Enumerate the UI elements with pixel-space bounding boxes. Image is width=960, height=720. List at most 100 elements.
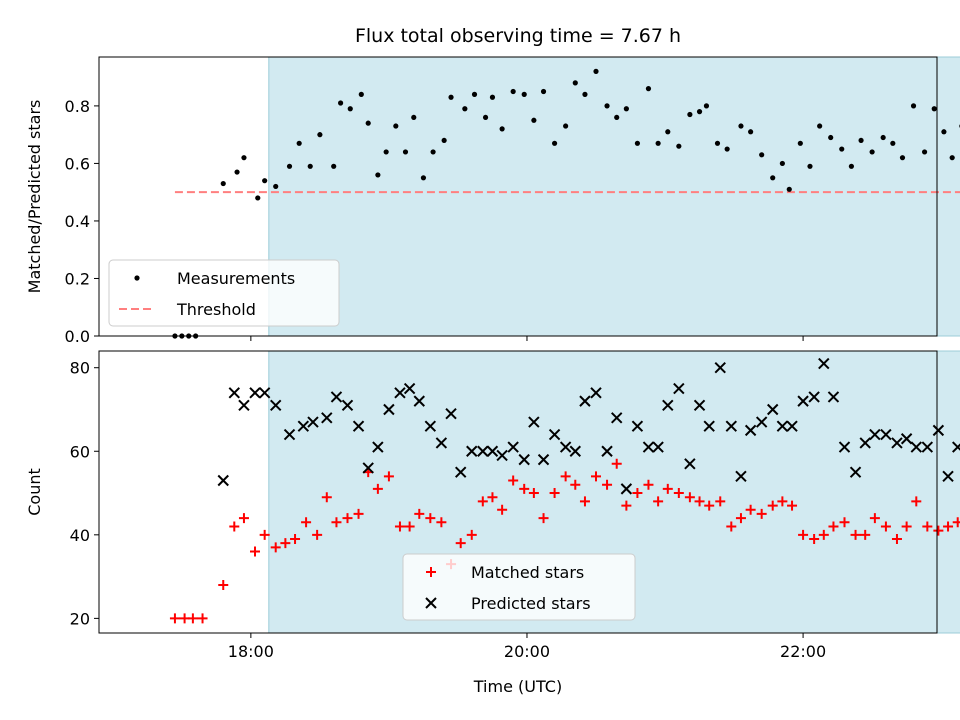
predicted-stars-point: [952, 441, 960, 453]
measurements-point: [848, 163, 855, 169]
measurements-point: [724, 146, 730, 152]
matched-stars-point: [777, 496, 788, 507]
matched-stars-point: [901, 521, 912, 532]
matched-stars-point: [290, 534, 301, 544]
matched-stars-point: [528, 488, 539, 499]
measurements-point: [234, 169, 240, 175]
count-y-tick-label: 20: [70, 609, 90, 628]
measurements-point: [563, 123, 569, 129]
predicted-stars-point: [270, 399, 282, 412]
matched-stars-point: [643, 479, 654, 490]
measurements-point: [365, 120, 371, 126]
predicted-stars-point: [228, 387, 241, 399]
matched-stars-point: [726, 521, 737, 532]
predicted-stars-point: [238, 399, 250, 412]
predicted-stars-point: [808, 391, 820, 403]
chart-title: Flux total observing time = 7.67 h: [355, 25, 681, 47]
count-series-x: [217, 357, 960, 495]
measurements-point: [614, 114, 620, 121]
matched-stars-point: [662, 483, 673, 494]
measurements-point: [220, 180, 226, 187]
measurements-point: [807, 163, 813, 169]
measurements-point: [696, 109, 703, 115]
matched-stars-point: [828, 521, 839, 532]
matched-stars-point: [632, 488, 643, 499]
predicted-stars-point: [341, 399, 354, 412]
measurements-point: [770, 175, 776, 181]
measurements-point: [921, 149, 928, 155]
predicted-stars-point: [217, 474, 229, 487]
legend-label: Predicted stars: [471, 594, 591, 613]
predicted-stars-point: [486, 445, 499, 457]
measurements-point: [880, 134, 886, 141]
matched-stars-point: [715, 496, 726, 507]
measurements-point: [623, 106, 629, 112]
matched-stars-point: [787, 500, 798, 511]
matched-stars-point: [891, 534, 902, 544]
x-tick-label: 18:00: [228, 642, 274, 661]
predicted-stars-point: [642, 441, 655, 453]
predicted-stars-point: [910, 441, 922, 453]
predicted-stars-point: [631, 420, 644, 432]
predicted-stars-point: [601, 445, 613, 457]
measurements-point: [393, 123, 399, 129]
predicted-stars-point: [537, 453, 550, 466]
predicted-stars-point: [362, 462, 374, 474]
measurements-point: [420, 175, 427, 181]
measurements-point: [869, 149, 875, 155]
measurements-point: [347, 106, 353, 112]
matched-stars-point: [538, 513, 549, 524]
measurements-point: [645, 86, 652, 92]
predicted-stars-point: [827, 391, 840, 403]
measurements-point: [255, 195, 261, 201]
matched-stars-point: [933, 525, 944, 536]
predicted-stars-point: [673, 382, 685, 395]
measurements-point: [489, 94, 496, 100]
predicted-stars-point: [403, 382, 416, 395]
count-y-tick-label: 40: [70, 526, 90, 545]
predicted-stars-point: [818, 357, 830, 370]
matched-stars-point: [353, 508, 364, 519]
matched-stars-point: [591, 471, 602, 482]
matched-stars-point: [404, 521, 415, 532]
measurements-point: [687, 111, 693, 118]
count-panel: 2040608018:0020:0022:0000:0002:0004:00Ma…: [70, 350, 960, 661]
count-axes-frame: [98, 350, 938, 634]
matched-stars-point: [611, 458, 622, 469]
measurements-point: [779, 160, 785, 167]
matched-stars-point: [880, 521, 891, 532]
matched-stars-point: [477, 496, 488, 507]
predicted-stars-point: [569, 445, 582, 457]
measurements-point: [786, 186, 792, 192]
matched-stars-point: [342, 513, 353, 524]
count-y-tick-label: 60: [70, 442, 90, 461]
matched-stars-point: [519, 483, 530, 494]
count-legend: Matched stars Predicted stars: [402, 553, 636, 621]
legend-marker-plus: [426, 567, 436, 577]
matched-stars-point: [860, 529, 871, 540]
matched-stars-point: [602, 479, 613, 490]
predicted-stars-point: [744, 424, 757, 437]
matched-stars-point: [321, 492, 332, 503]
matched-stars-point: [229, 521, 240, 532]
matched-stars-point: [798, 529, 809, 540]
measurements-point: [828, 134, 834, 141]
matched-stars-point: [197, 613, 208, 624]
predicted-stars-point: [767, 403, 779, 416]
matched-stars-point: [169, 613, 180, 624]
matched-stars-point: [466, 529, 477, 540]
measurements-point: [499, 126, 505, 132]
measurements-point: [358, 91, 364, 97]
ratio-panel: 0.0 0.2 0.4 0.6 0.8 Measurements Threshold: [65, 56, 960, 346]
predicted-stars-point: [507, 441, 519, 453]
matched-stars-point: [425, 513, 436, 524]
matched-stars-point: [818, 529, 829, 540]
predicted-stars-point: [394, 387, 406, 399]
ratio-y-tick-label: 0.6: [65, 154, 90, 173]
predicted-stars-point: [838, 441, 851, 453]
measurements-point: [241, 155, 247, 161]
matched-stars-point: [850, 529, 861, 540]
matched-stars-point: [952, 517, 960, 528]
matched-stars-point: [579, 496, 590, 507]
matched-stars-point: [943, 521, 954, 532]
